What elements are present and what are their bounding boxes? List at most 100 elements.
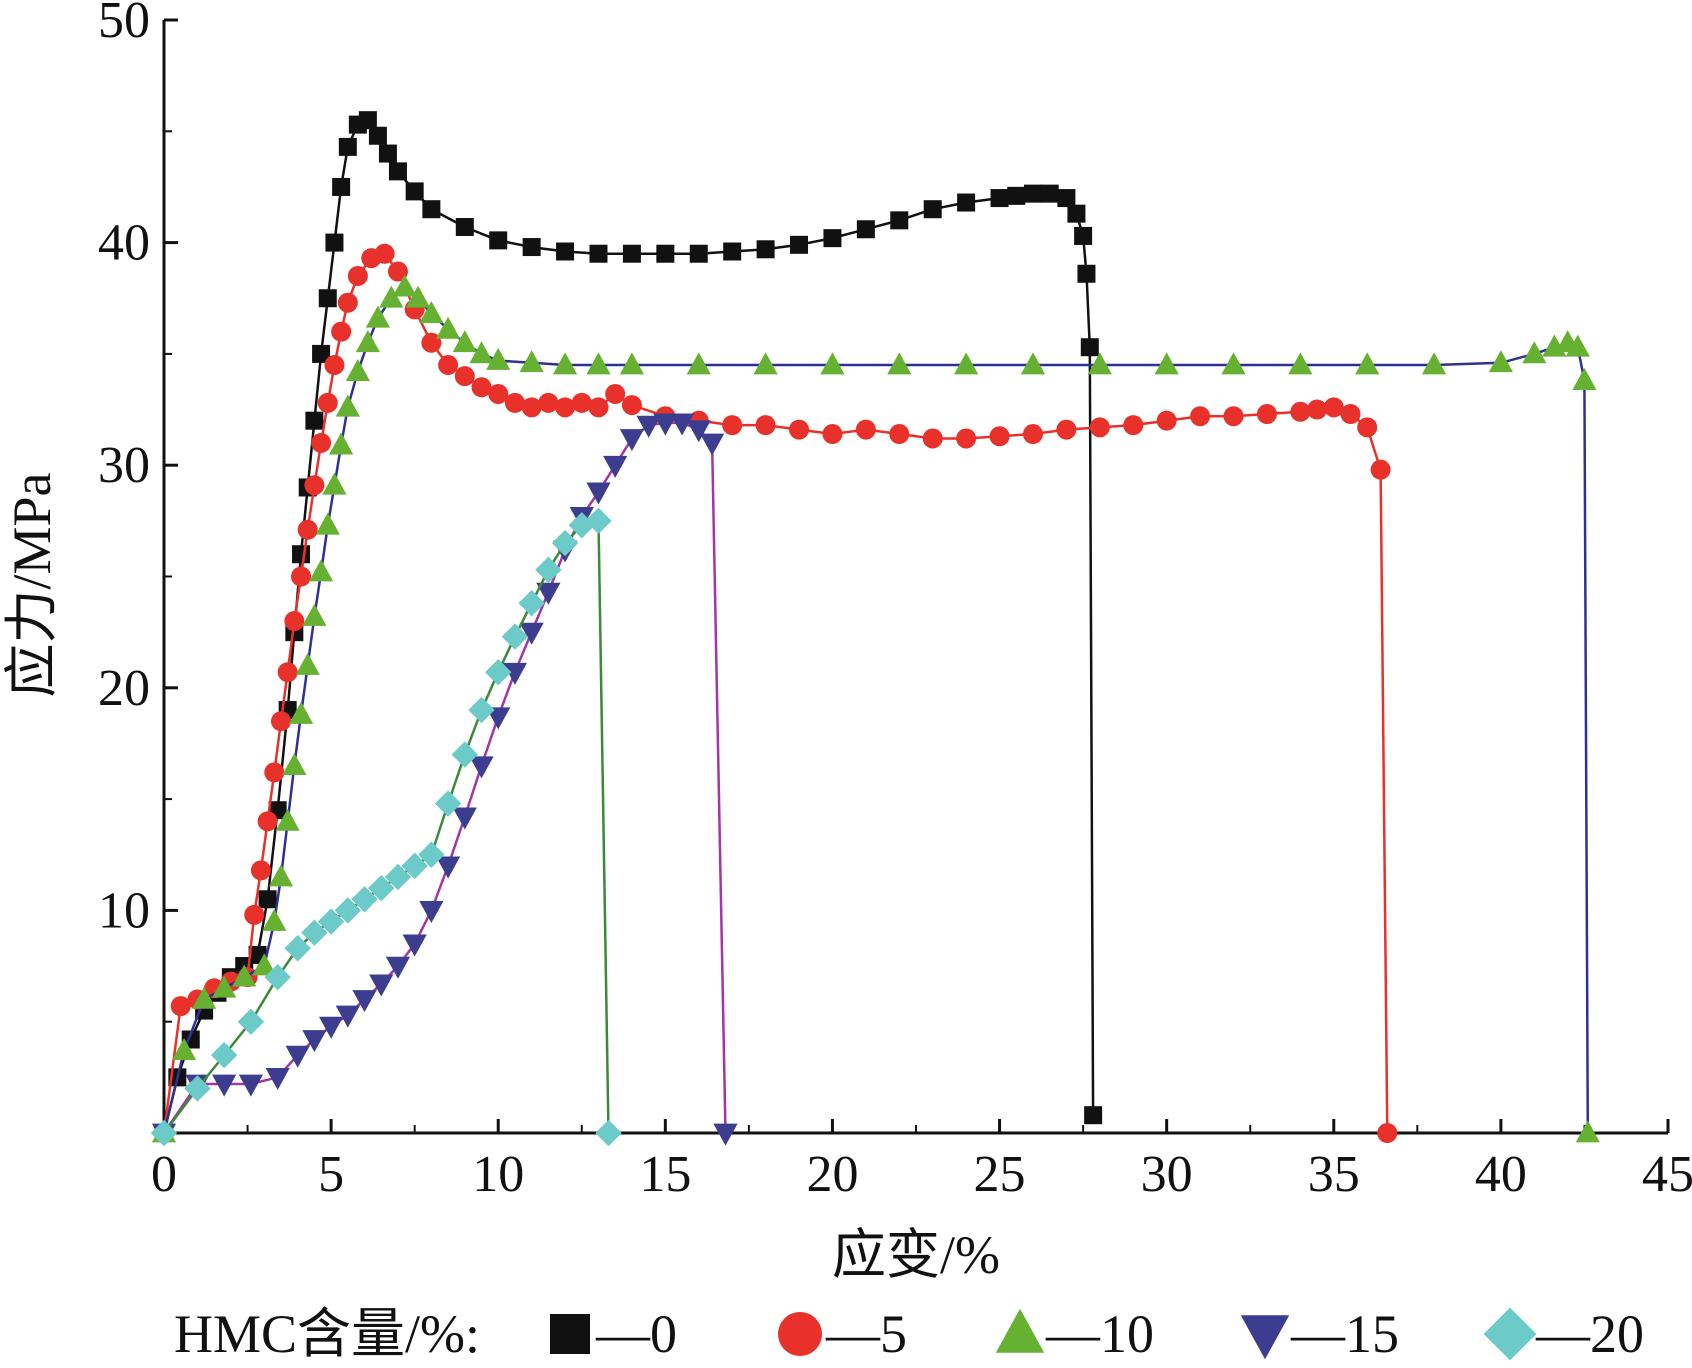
data-point	[538, 392, 559, 413]
data-point	[1084, 1106, 1103, 1125]
data-point	[519, 350, 544, 373]
data-point	[1370, 459, 1391, 480]
data-point	[232, 964, 257, 987]
data-point	[689, 244, 708, 263]
series-0	[155, 111, 1103, 1142]
data-point	[319, 1016, 344, 1039]
data-point	[338, 137, 357, 156]
data-point	[586, 352, 611, 375]
data-point	[890, 211, 909, 230]
data-point	[957, 193, 976, 212]
data-point	[636, 415, 661, 438]
data-point	[469, 341, 494, 364]
data-point	[434, 790, 462, 817]
data-point	[489, 231, 508, 250]
data-point	[150, 1119, 178, 1147]
y-axis-title: 应力/MPa	[2, 472, 62, 697]
data-point	[1020, 352, 1046, 375]
data-point	[337, 292, 358, 313]
data-point	[621, 395, 642, 416]
data-point	[605, 383, 626, 404]
data-point	[301, 919, 328, 946]
y-ticks: 10 20 30 40 50	[98, 0, 178, 1023]
data-point	[315, 512, 340, 535]
data-point	[1488, 350, 1513, 373]
data-point	[1074, 226, 1093, 245]
x-tick-label: 5	[318, 1146, 344, 1203]
data-point	[589, 244, 608, 263]
y-tick-label: 20	[98, 660, 150, 717]
data-point	[469, 756, 494, 779]
data-point	[184, 1075, 211, 1102]
data-point	[1023, 184, 1042, 203]
data-point	[856, 220, 875, 239]
data-point	[1057, 189, 1076, 208]
data-point	[1223, 406, 1244, 427]
data-point	[1040, 184, 1059, 203]
data-point	[1080, 338, 1099, 357]
data-point	[485, 659, 512, 686]
data-point	[522, 238, 541, 257]
data-point	[686, 420, 711, 443]
data-point	[1154, 352, 1179, 375]
data-point	[753, 352, 778, 375]
data-point	[250, 860, 271, 881]
legend-marker	[995, 1308, 1045, 1353]
data-point	[418, 841, 445, 868]
data-point	[419, 901, 444, 924]
data-point	[1340, 404, 1361, 425]
data-point	[756, 240, 775, 259]
y-tick-label: 50	[98, 0, 150, 49]
legend-entries: —0 —5 —10 —15 —20	[550, 1304, 1644, 1364]
data-point	[325, 233, 344, 252]
data-point	[1256, 404, 1277, 425]
data-point	[1123, 415, 1144, 436]
series-line	[162, 118, 1095, 1134]
data-point	[252, 953, 277, 976]
data-point	[454, 366, 475, 387]
data-point	[1022, 424, 1043, 445]
series-line	[162, 252, 1389, 1134]
data-point	[401, 852, 428, 880]
data-point	[285, 1045, 310, 1068]
data-point	[755, 415, 776, 436]
legend-label: —20	[1535, 1304, 1644, 1364]
data-point	[392, 274, 417, 297]
data-point	[438, 355, 459, 376]
data-point	[379, 285, 404, 308]
data-point	[990, 189, 1009, 208]
data-point	[388, 162, 407, 181]
data-point	[923, 200, 942, 219]
data-point	[1221, 352, 1246, 375]
x-tick-label: 45	[1642, 1146, 1692, 1203]
legend-marker	[1483, 1307, 1537, 1361]
data-point	[723, 242, 742, 261]
data-point	[422, 200, 441, 219]
legend-label: —10	[1045, 1304, 1154, 1364]
data-point	[329, 432, 354, 455]
data-point	[713, 1123, 738, 1146]
data-point	[889, 424, 910, 445]
data-point	[170, 996, 191, 1017]
data-point	[308, 559, 334, 582]
data-point	[486, 347, 511, 370]
data-point	[317, 392, 338, 413]
data-point	[210, 1041, 238, 1069]
data-point	[318, 289, 337, 308]
data-point	[244, 904, 265, 925]
data-point	[1056, 419, 1077, 440]
data-point	[238, 1074, 263, 1097]
data-point	[536, 582, 561, 605]
data-point	[518, 590, 545, 617]
data-point	[555, 397, 576, 418]
data-point	[1067, 204, 1086, 223]
data-point	[258, 890, 277, 909]
data-point	[302, 603, 327, 626]
data-point	[257, 811, 278, 832]
data-point	[622, 244, 641, 263]
data-point	[368, 126, 387, 145]
data-point	[1007, 186, 1026, 205]
x-tick-label: 10	[472, 1146, 524, 1203]
data-point	[435, 856, 461, 879]
